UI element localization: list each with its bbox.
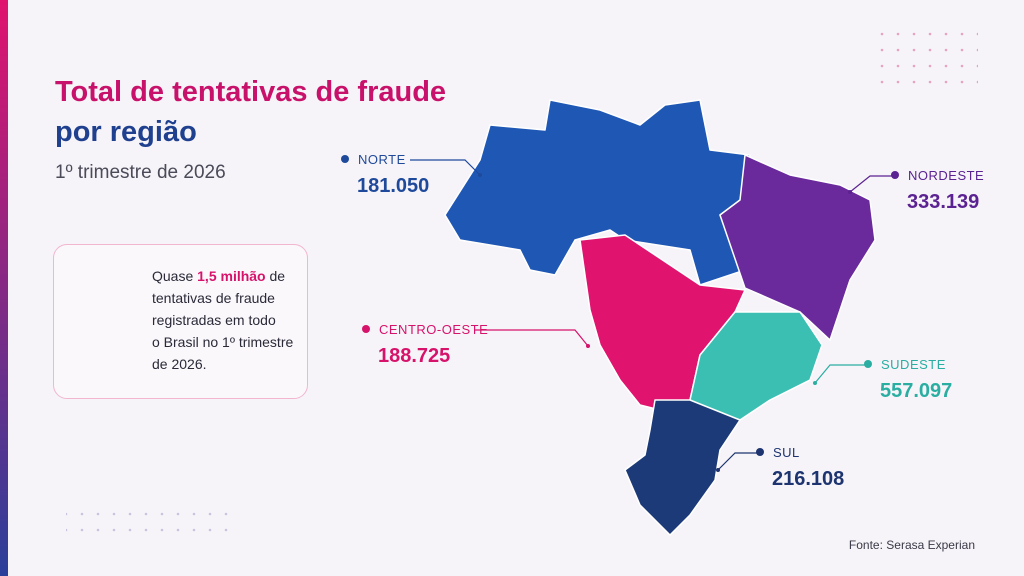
leader-end (586, 344, 590, 348)
region-name: NORTE (358, 152, 406, 167)
leader-dot (362, 325, 370, 333)
region-value: 188.725 (378, 345, 450, 367)
text: o Brasil no 1º trimestre (152, 334, 294, 350)
leader-end (478, 173, 482, 177)
region-name: NORDESTE (908, 168, 984, 183)
leader-line (849, 175, 893, 193)
region-value: 181.050 (357, 175, 429, 197)
title: Total de tentativas de fraude (55, 76, 446, 108)
map (444, 99, 876, 536)
leader-line (410, 159, 481, 176)
text: de 2026. (152, 356, 207, 372)
region-value: 216.108 (772, 468, 844, 490)
decor-dots (880, 30, 978, 96)
source: Fonte: Serasa Experian (849, 538, 975, 552)
region-shape (624, 399, 741, 536)
text: registradas em todo (152, 312, 276, 328)
leader-line (717, 452, 758, 471)
text: Quase (152, 268, 198, 284)
callout-text: Quase 1,5 milhão de tentativas de fraude r… (152, 265, 293, 375)
edge-strip (0, 0, 8, 576)
callout: Quase 1,5 milhão de tentativas de fraude r… (53, 244, 308, 399)
text: tentativas de fraude (152, 290, 275, 306)
subtitle: 1º trimestre de 2026 (55, 162, 226, 183)
leader-dot (756, 448, 764, 456)
leader-line (475, 329, 589, 347)
region-labels: NORTE 181.050 NORDESTE 333.139 CENTRO-OESTE 1… (341, 152, 984, 490)
decor-dots (66, 500, 236, 536)
title: por região (55, 116, 197, 148)
leader-dot (864, 360, 872, 368)
region-name: SUL (773, 445, 800, 460)
region-value: 557.097 (880, 380, 952, 402)
highlight: 1,5 milhão (197, 268, 266, 284)
region-value: 333.139 (907, 191, 979, 213)
leader-end (716, 468, 720, 472)
leader-dot (891, 171, 899, 179)
region-shape (719, 154, 876, 341)
leader-end (848, 190, 852, 194)
leader-dot (341, 155, 349, 163)
region-shape (689, 311, 823, 421)
leader-line (814, 364, 866, 384)
region-name: SUDESTE (881, 357, 946, 372)
leader-end (813, 381, 817, 385)
region-name: CENTRO-OESTE (379, 322, 488, 337)
text: de (265, 268, 286, 284)
